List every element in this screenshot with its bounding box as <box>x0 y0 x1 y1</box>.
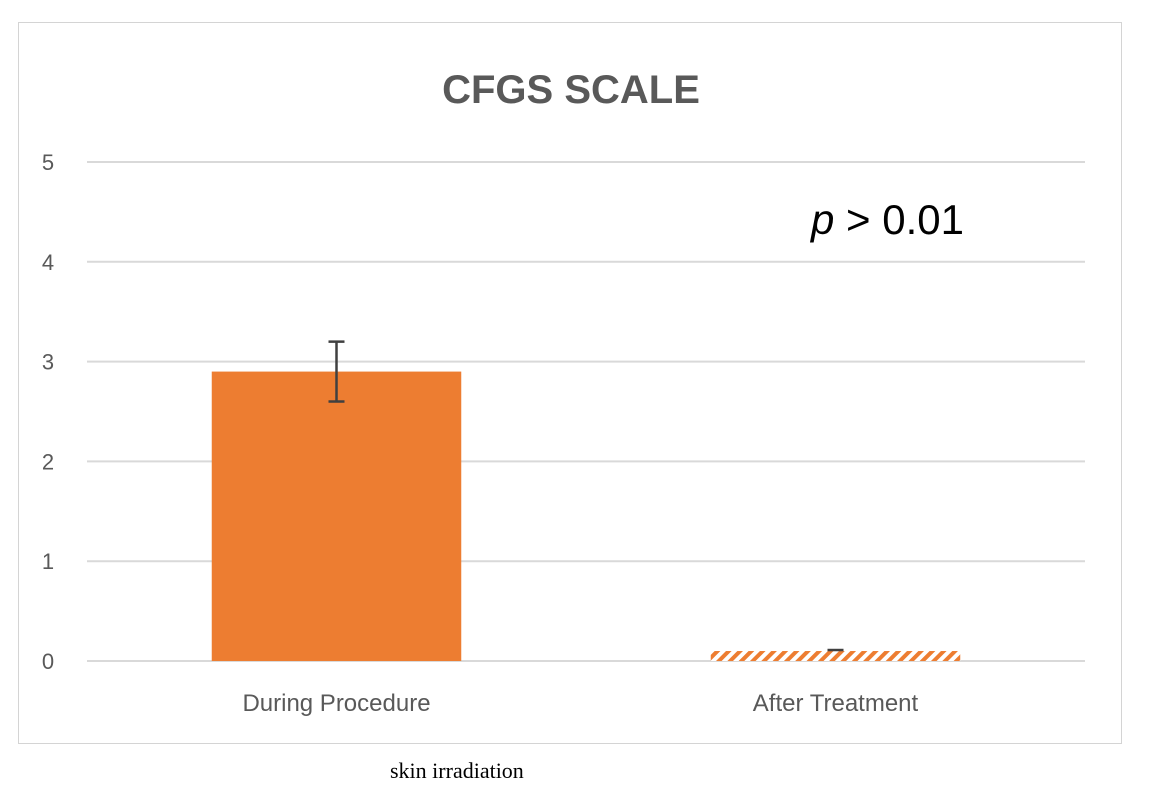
p-value-annotation: p > 0.01 <box>809 196 964 243</box>
chart-title: CFGS SCALE <box>442 68 700 112</box>
y-tick-label-0: 0 <box>42 649 54 674</box>
figure-caption: skin irradiation <box>390 758 524 783</box>
y-axis-ticks: 0 1 2 3 4 5 <box>42 150 54 674</box>
category-labels: During Procedure After Treatment <box>242 690 918 717</box>
y-tick-label-1: 1 <box>42 549 54 574</box>
y-tick-label-3: 3 <box>42 350 54 375</box>
bar-during-procedure <box>211 371 462 661</box>
y-tick-label-4: 4 <box>42 250 54 275</box>
error-bars <box>328 340 844 652</box>
category-label-during-procedure: During Procedure <box>242 690 430 717</box>
error-bar-during-procedure <box>328 340 345 403</box>
bar-after-treatment <box>710 651 961 661</box>
p-value-italic: p <box>809 196 834 243</box>
category-label-after-treatment: After Treatment <box>753 690 919 717</box>
p-value-rest: > 0.01 <box>834 196 964 243</box>
y-tick-label-5: 5 <box>42 150 54 175</box>
y-tick-label-2: 2 <box>42 449 54 474</box>
chart-frame: CFGS SCALE 0 1 2 3 4 5 During Procedure After … <box>18 22 1122 744</box>
bar-chart: CFGS SCALE 0 1 2 3 4 5 During Procedure After … <box>42 68 1085 717</box>
bars <box>211 371 961 661</box>
